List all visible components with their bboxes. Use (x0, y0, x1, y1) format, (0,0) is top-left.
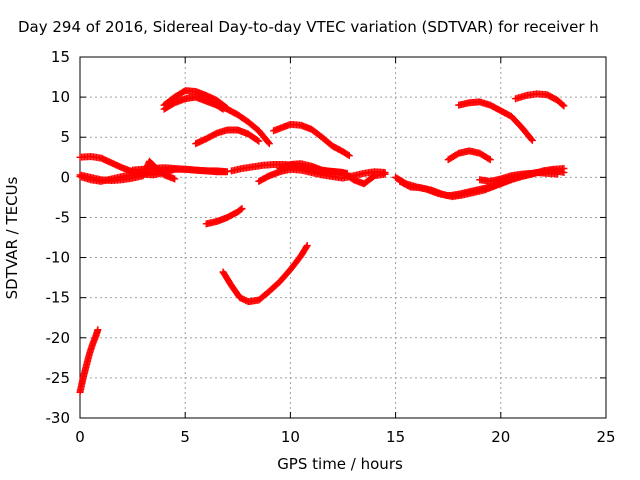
data-point (255, 137, 263, 145)
y-tick-label: -20 (46, 329, 71, 347)
plot-frame (79, 56, 607, 419)
data-point (344, 151, 352, 159)
chart-title: Day 294 of 2016, Sidereal Day-to-day VTE… (18, 18, 599, 36)
data-point (94, 326, 102, 334)
series-track-14 (202, 205, 246, 228)
x-tick-label: 0 (75, 428, 85, 446)
y-tick-label: -5 (55, 208, 70, 226)
x-tick-label: 25 (596, 428, 615, 446)
series-track-13 (276, 160, 389, 188)
series-track-21 (512, 90, 568, 110)
data-point (237, 205, 245, 213)
data-point (559, 101, 567, 109)
series-track-18 (476, 166, 568, 185)
x-tick-label: 15 (386, 428, 405, 446)
data-point (528, 136, 536, 144)
x-tick-label: 20 (491, 428, 510, 446)
y-tick-label: 10 (51, 88, 70, 106)
series-track-8 (213, 101, 273, 148)
x-axis-label: GPS time / hours (277, 455, 403, 473)
y-tick-label: 0 (60, 168, 70, 186)
y-tick-label: 5 (60, 128, 70, 146)
data-point (527, 135, 535, 143)
series-track-20 (455, 98, 536, 144)
data-point (302, 243, 310, 251)
data-point (303, 242, 311, 250)
series-track-5 (129, 164, 231, 176)
series-track-19 (444, 147, 494, 164)
y-tick-label: 15 (51, 48, 70, 66)
series-track-9 (192, 126, 263, 148)
data-point (171, 175, 179, 183)
y-tick-label: -30 (46, 409, 71, 427)
data-point (265, 140, 273, 148)
grid (80, 57, 606, 418)
y-axis-label: SDTVAR / TECUs (3, 176, 21, 300)
data-point (486, 156, 494, 164)
series-track-15 (219, 242, 311, 306)
data-point (238, 205, 246, 213)
data-point (254, 136, 262, 144)
axis-ticks: 0 5 10 15 20 25 -30 -25 -20 -15 -10 -5 0 5 10 15 (46, 48, 616, 446)
data-point (485, 155, 493, 163)
y-tick-label: -25 (46, 369, 71, 387)
data-point (264, 138, 272, 146)
data-point (223, 168, 231, 176)
data-point (345, 152, 353, 160)
data-point (560, 102, 568, 110)
x-tick-label: 10 (281, 428, 300, 446)
data-point (560, 169, 568, 177)
x-tick-label: 5 (180, 428, 190, 446)
y-tick-label: -10 (46, 249, 71, 267)
series-track-10 (270, 120, 353, 160)
data-marks (76, 87, 568, 396)
data-point (381, 170, 389, 178)
series-track-1 (76, 326, 102, 396)
y-tick-label: -15 (46, 289, 71, 307)
